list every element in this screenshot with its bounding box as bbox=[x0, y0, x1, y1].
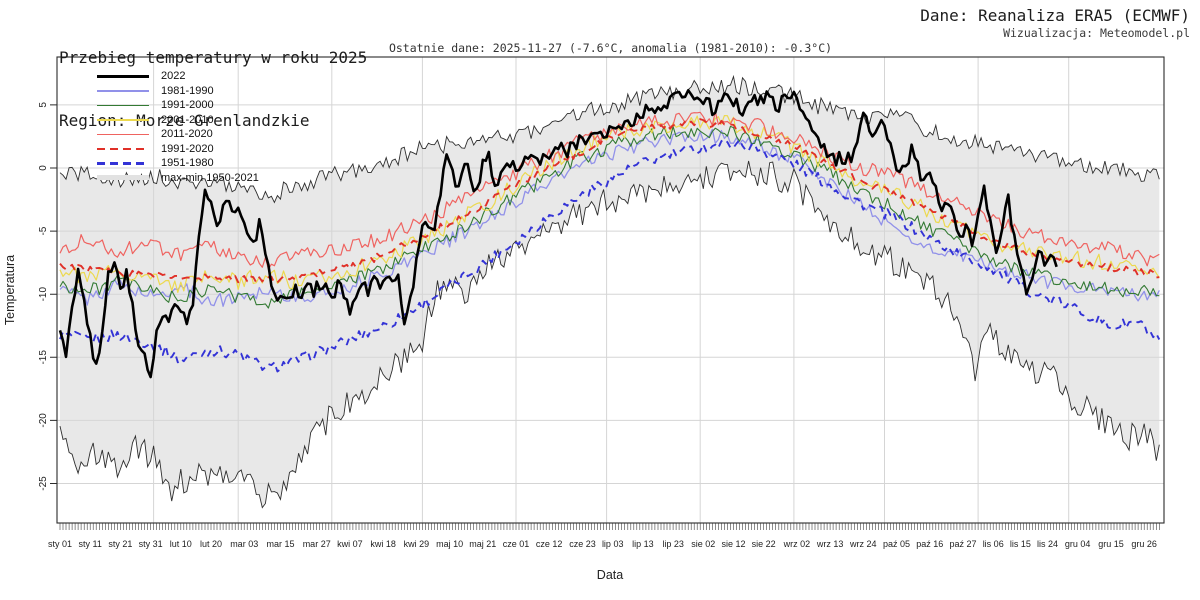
envelope-min-line bbox=[59, 160, 1160, 509]
x-tick-label: lip 03 bbox=[602, 539, 624, 549]
page-title: Przebieg temperatury w roku 2025 bbox=[59, 48, 368, 67]
x-axis-day-ticks bbox=[59, 523, 1160, 530]
series-2022 bbox=[58, 89, 1058, 379]
legend-item: 1951-1980 bbox=[97, 156, 259, 171]
x-tick-label: gru 26 bbox=[1131, 539, 1157, 549]
x-tick-label: gru 04 bbox=[1065, 539, 1091, 549]
legend-swatch-4 bbox=[97, 133, 149, 135]
legend-item: 1991-2000 bbox=[97, 98, 259, 113]
series-1981-1990 bbox=[59, 128, 1160, 307]
series-1991-2020 bbox=[59, 118, 1160, 285]
x-tick-label: gru 15 bbox=[1098, 539, 1124, 549]
x-tick-label: mar 27 bbox=[303, 539, 331, 549]
x-tick-label: cze 12 bbox=[536, 539, 563, 549]
x-tick-label: lis 24 bbox=[1037, 539, 1058, 549]
x-tick-label: lis 06 bbox=[983, 539, 1004, 549]
title-block: Przebieg temperatury w roku 2025 Region:… bbox=[59, 5, 367, 173]
legend-item: 2011-2020 bbox=[97, 127, 259, 142]
y-tick-label: -20 bbox=[38, 413, 49, 428]
legend-item: max-min 1950-2021 bbox=[97, 171, 259, 186]
page-subtitle-region: Region: Morze Grenlandzkie bbox=[59, 111, 310, 130]
x-tick-label: sie 02 bbox=[691, 539, 715, 549]
x-tick-label: sty 31 bbox=[139, 539, 163, 549]
x-axis-title: Data bbox=[597, 568, 623, 582]
y-tick-label: -5 bbox=[38, 226, 49, 235]
x-tick-label: paź 05 bbox=[883, 539, 910, 549]
y-tick-label: -15 bbox=[38, 350, 49, 365]
legend-swatch-5 bbox=[97, 147, 149, 150]
series-1991-2000 bbox=[59, 125, 1160, 309]
source-block: Dane: Reanaliza ERA5 (ECMWF) Wizualizacj… bbox=[920, 5, 1190, 41]
x-tick-label: sty 01 bbox=[48, 539, 72, 549]
legend-swatch-6 bbox=[97, 162, 149, 165]
legend-label: 1981-1990 bbox=[161, 84, 214, 97]
data-source-label: Dane: Reanaliza ERA5 (ECMWF) bbox=[920, 6, 1190, 25]
series-1951-1980 bbox=[59, 138, 1161, 373]
x-tick-label: cze 01 bbox=[503, 539, 530, 549]
plot-frame bbox=[56, 56, 1165, 524]
legend-label: 2011-2020 bbox=[161, 128, 213, 141]
envelope-max-line bbox=[59, 74, 1160, 204]
x-tick-label: cze 23 bbox=[569, 539, 596, 549]
legend-swatch-1 bbox=[97, 89, 149, 92]
gridlines bbox=[57, 57, 1164, 523]
legend-item: 1981-1990 bbox=[97, 84, 259, 99]
y-tick-label: 5 bbox=[38, 102, 49, 108]
x-tick-label: maj 21 bbox=[469, 539, 496, 549]
x-tick-label: kwi 29 bbox=[404, 539, 430, 549]
legend-item: 2001-2010 bbox=[97, 113, 259, 128]
x-tick-label: sty 11 bbox=[79, 539, 102, 549]
legend-swatch-3 bbox=[97, 119, 149, 121]
legend-label: 2022 bbox=[161, 70, 186, 83]
legend-swatch-2 bbox=[97, 104, 149, 106]
x-tick-label: kwi 18 bbox=[370, 539, 396, 549]
legend-label: max-min 1950-2021 bbox=[161, 171, 259, 184]
legend-label: 1991-2000 bbox=[161, 99, 214, 112]
x-tick-label: maj 10 bbox=[436, 539, 463, 549]
x-tick-label: paź 27 bbox=[949, 539, 976, 549]
legend-swatch-7 bbox=[97, 175, 149, 181]
series-2011-2020 bbox=[59, 111, 1160, 270]
x-tick-label: lip 23 bbox=[662, 539, 684, 549]
x-tick-label: mar 15 bbox=[266, 539, 294, 549]
last-data-note: Ostatnie dane: 2025-11-27 (-7.6°C, anoma… bbox=[388, 41, 833, 55]
x-tick-label: sie 12 bbox=[721, 539, 745, 549]
y-axis-title: Temperatura bbox=[3, 255, 17, 325]
legend-item: 1991-2020 bbox=[97, 142, 259, 157]
legend-item: 2022 bbox=[97, 69, 259, 84]
x-tick-label: lis 15 bbox=[1010, 539, 1031, 549]
y-axis-ticks bbox=[50, 104, 57, 484]
legend-label: 2001-2010 bbox=[161, 113, 214, 126]
x-tick-label: lut 10 bbox=[170, 539, 192, 549]
y-tick-label: -25 bbox=[38, 476, 49, 491]
visualization-credit: Wizualizacja: Meteomodel.pl bbox=[1003, 26, 1190, 40]
y-tick-label: 0 bbox=[38, 165, 49, 171]
x-tick-label: mar 03 bbox=[230, 539, 258, 549]
x-tick-label: wrz 24 bbox=[849, 539, 877, 549]
chart-legend: 2022 1981-1990 1991-2000 2001-2010 2011-… bbox=[97, 69, 259, 185]
legend-label: 1951-1980 bbox=[161, 157, 214, 170]
x-tick-label: sty 21 bbox=[108, 539, 132, 549]
x-tick-label: kwi 07 bbox=[337, 539, 363, 549]
y-tick-label: -10 bbox=[38, 287, 49, 302]
x-tick-label: sie 22 bbox=[752, 539, 776, 549]
x-tick-label: wrz 02 bbox=[783, 539, 811, 549]
legend-swatch-0 bbox=[97, 74, 149, 78]
x-tick-label: wrz 13 bbox=[816, 539, 844, 549]
legend-label: 1991-2020 bbox=[161, 142, 214, 155]
x-tick-label: lip 13 bbox=[632, 539, 654, 549]
x-tick-label: lut 20 bbox=[200, 539, 222, 549]
x-tick-label: paź 16 bbox=[916, 539, 943, 549]
